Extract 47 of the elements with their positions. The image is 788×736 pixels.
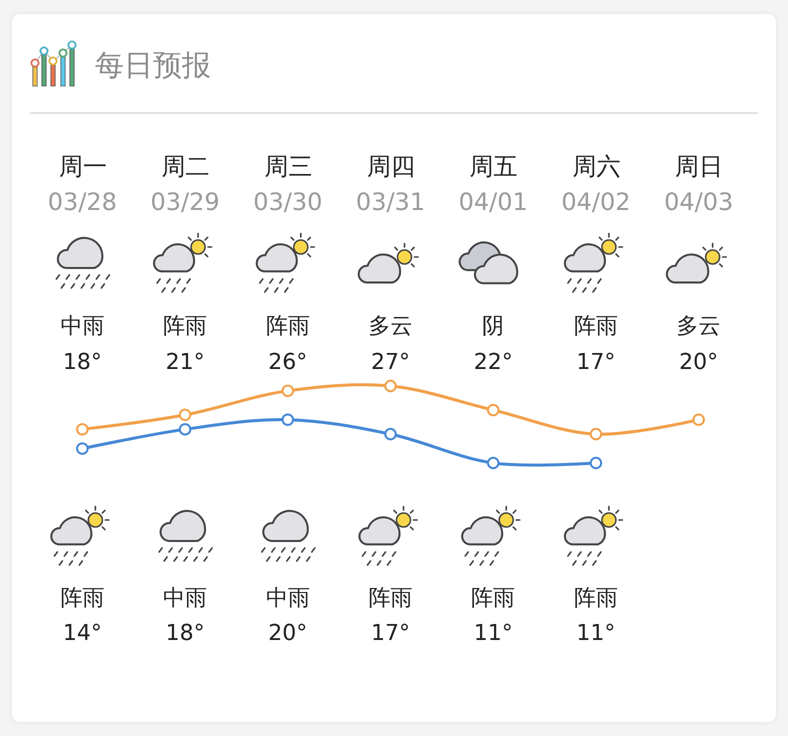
point <box>76 423 89 436</box>
point <box>692 413 705 426</box>
point <box>486 456 500 470</box>
data-label: 18° <box>166 621 205 646</box>
data-label: 20° <box>268 621 308 646</box>
data-label: 21° <box>166 350 205 375</box>
text: 阵雨 <box>574 586 618 611</box>
point <box>384 380 397 392</box>
data-label: 22° <box>474 350 513 375</box>
text: 阵雨 <box>60 586 104 611</box>
text: 阵雨 <box>574 314 618 339</box>
text: 阵雨 <box>163 314 208 339</box>
category-label: 周二 03/29 <box>150 152 220 216</box>
point <box>178 423 192 436</box>
data-label: 17° <box>576 350 616 375</box>
category-label: 周六 04/02 <box>561 152 631 216</box>
point <box>178 408 192 422</box>
category-label: 周四 03/31 <box>356 152 426 216</box>
data-label: 11° <box>474 621 513 646</box>
text: 中雨 <box>163 586 208 611</box>
data-label: 27° <box>371 350 410 375</box>
text: 阵雨 <box>266 314 310 339</box>
data-label: 20° <box>679 350 718 375</box>
point <box>590 456 602 470</box>
point <box>282 413 294 426</box>
point <box>76 442 89 455</box>
text: 阵雨 <box>471 586 516 611</box>
text: 中雨 <box>60 314 104 339</box>
text: 多云 <box>676 314 721 339</box>
point <box>282 384 294 398</box>
category-label: 周日 04/03 <box>664 152 734 216</box>
data-label: 17° <box>371 621 410 646</box>
text: 中雨 <box>266 586 310 611</box>
point <box>486 404 500 416</box>
text: 阵雨 <box>368 586 412 611</box>
category-label: 周三 03/30 <box>253 152 322 216</box>
point <box>384 428 397 440</box>
data-label: 14° <box>62 621 102 646</box>
data-label: 18° <box>62 350 102 375</box>
data-label: 11° <box>576 621 616 646</box>
chart-title: 每日预报 <box>95 47 211 84</box>
text: 阴 <box>482 314 504 339</box>
point <box>590 428 602 440</box>
category-label: 周一 03/28 <box>48 152 117 216</box>
text: 多云 <box>368 314 412 339</box>
data-label: 26° <box>268 350 308 375</box>
category-label: 周五 04/01 <box>458 152 528 216</box>
